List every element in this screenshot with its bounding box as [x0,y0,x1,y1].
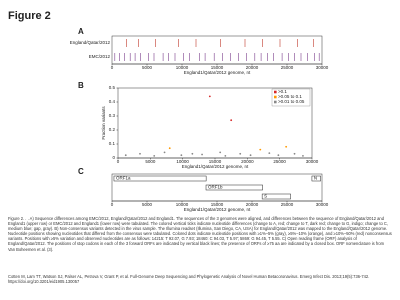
x-tick-label: 30000 [316,202,329,207]
x-tick-label: 0 [117,159,120,164]
variant-point [249,154,252,157]
legend-swatch [274,100,277,104]
variant-point [168,147,171,150]
x-tick-label: 5000 [145,159,156,164]
row-label: EMC/2012 [89,54,111,59]
variant-point [285,145,288,148]
orf-box [261,193,291,200]
y-tick-label: 0.4 [109,99,116,104]
variant-point [139,152,141,155]
variant-point [230,119,233,122]
variant-point [219,151,222,154]
y-tick-label: 0.3 [109,113,116,118]
legend-label: >0.1 [278,89,287,94]
x-tick-label: 15000 [209,159,222,164]
x-tick-label: 15000 [211,202,224,207]
orf-box [113,175,207,182]
variant-point [163,151,166,154]
y-axis-label: Fraction variants [101,106,106,140]
x-tick-label: 0 [111,202,114,207]
variant-point [302,155,304,157]
x-axis-label: England1/Qatar/2012 genome, nt [184,70,251,75]
x-tick-label: 20000 [246,202,259,207]
legend-label: >0.01 to 0.05 [278,99,305,104]
x-tick-label: 10000 [176,65,189,70]
variant-point [293,152,296,155]
variant-point [239,152,242,155]
plot-frame [111,35,323,65]
orf-label: ORF1a [116,176,131,181]
x-tick-label: 0 [111,65,114,70]
legend-label: >0.05 to 0.1 [278,94,302,99]
orf-label: N [314,176,317,181]
panel-label: A [78,27,84,36]
legend-swatch [274,95,277,99]
caption: Figure 2. . . A) Sequence differences am… [8,216,392,252]
x-tick-label: 20000 [246,65,259,70]
orf-label: S [264,194,267,199]
x-tick-label: 5000 [142,202,153,207]
x-tick-label: 10000 [176,202,189,207]
x-axis-label: England1/Qatar/2012 genome, nt [182,164,249,169]
y-tick-label: 0.1 [109,141,116,146]
row-label: England/Qatar/2012 [70,40,111,45]
citation: Cotten M, Lam TT, Watson SJ, Palser AL, … [8,274,370,285]
x-tick-label: 30000 [316,65,329,70]
variant-point [201,153,203,156]
variant-point [224,155,227,157]
variant-point [153,155,156,157]
x-tick-label: 15000 [211,65,224,70]
panel-label: C [78,167,84,176]
x-tick-label: 25000 [281,202,294,207]
legend-frame [271,88,311,107]
y-tick-label: 0.2 [109,127,116,132]
slide-title: Figure 2 [8,10,51,22]
variant-point [191,152,194,155]
legend-swatch [274,90,277,94]
x-tick-label: 5000 [142,65,153,70]
orf-box [311,175,321,182]
y-tick-label: 0 [112,155,115,160]
variant-point [180,154,183,157]
orf-box [205,184,263,191]
x-tick-label: 10000 [176,159,189,164]
x-axis-label: England1/Qatar/2012 genome, nt [184,207,251,212]
x-tick-label: 25000 [281,65,294,70]
x-tick-label: 20000 [241,159,254,164]
variant-point [268,152,271,155]
x-tick-label: 25000 [273,159,286,164]
variant-point [277,154,280,157]
y-tick-label: 0.5 [109,85,116,90]
variant-point [259,148,262,151]
variant-point [208,95,211,98]
panel-label: B [78,81,84,90]
orf-label: ORF1b [208,185,223,190]
x-tick-label: 30000 [306,159,319,164]
figure: A B C 0 5000 10000 15000 20000 25000 30000 Engl… [70,27,329,212]
variant-point [124,154,127,157]
